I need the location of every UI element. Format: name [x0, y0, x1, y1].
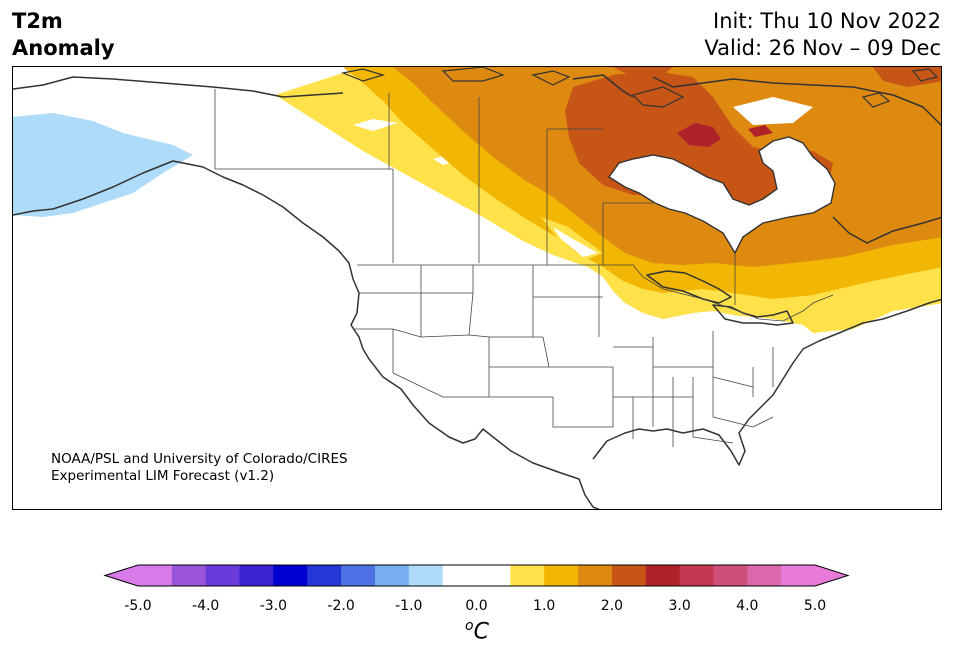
title-line-2: Anomaly [12, 36, 115, 60]
unit-base: C [473, 619, 489, 645]
colorbar-tick-label: -4.0 [192, 598, 220, 614]
coastline [13, 76, 601, 509]
colorbar-segment [611, 565, 647, 586]
credit-line-1: NOAA/PSL and University of Colorado/CIRE… [51, 451, 348, 467]
map-title: T2m Anomaly [12, 8, 115, 62]
island-outline [340, 68, 386, 82]
colorbar-svg [103, 564, 850, 587]
colorbar-segment [307, 565, 342, 586]
coastline [572, 74, 941, 244]
credit-line-2: Experimental LIM Forecast (v1.2) [51, 468, 275, 484]
coastline [592, 298, 941, 466]
colorbar-tick-label: 0.0 [465, 598, 488, 614]
colorbar-segment [510, 565, 545, 586]
colorbar-tick-label: -2.0 [327, 598, 355, 614]
colorbar-segment [171, 565, 207, 586]
anomaly-band-2.5 [748, 125, 773, 137]
anomaly-map [13, 67, 941, 509]
island-outline [531, 70, 571, 86]
colorbar-tick-label: 1.0 [533, 598, 556, 614]
colorbar-tick-label: 2.0 [600, 598, 624, 614]
forecast-dates: Init: Thu 10 Nov 2022 Valid: 26 Nov – 09… [704, 8, 941, 62]
colorbar-segment [645, 565, 681, 586]
colorbar-segment [239, 565, 274, 586]
colorbar-tick-label: 4.0 [736, 598, 759, 614]
colorbar-segment [544, 565, 579, 586]
colorbar-segment [476, 565, 511, 586]
colorbar [0, 560, 953, 590]
colorbar-segment [273, 565, 308, 586]
colorbar-tick-label: -1.0 [395, 598, 423, 614]
colorbar-segment [341, 565, 376, 586]
island-outline [861, 92, 891, 108]
island-outline [911, 68, 939, 82]
unit-superscript: o [465, 618, 474, 634]
anomaly-band-2.0 [613, 67, 673, 77]
colorbar-segment [408, 565, 444, 586]
island-outline [631, 86, 685, 108]
us-canada-border [357, 264, 834, 322]
colorbar-tick-label: -5.0 [124, 598, 152, 614]
anomaly-gap [353, 119, 398, 131]
title-line-1: T2m [12, 9, 63, 33]
state-borders [353, 265, 774, 447]
colorbar-extend-low [105, 565, 138, 586]
colorbar-segment [781, 565, 816, 586]
map-panel: NOAA/PSL and University of Colorado/CIRE… [12, 66, 942, 510]
colorbar-segment [138, 565, 173, 586]
colorbar-segment [578, 565, 613, 586]
valid-date: Valid: 26 Nov – 09 Dec [704, 36, 941, 60]
colorbar-segment [442, 565, 477, 586]
colorbar-segment [374, 565, 410, 586]
colorbar-tick-label: 5.0 [803, 598, 827, 614]
colorbar-extend-high [815, 565, 848, 586]
colorbar-segment [747, 565, 782, 586]
island-outline [441, 67, 505, 82]
anomaly-band-2.0 [873, 67, 941, 87]
colorbar-segment [713, 565, 748, 586]
init-date: Init: Thu 10 Nov 2022 [713, 9, 941, 33]
colorbar-tick-label: -3.0 [259, 598, 288, 614]
colorbar-outline [103, 564, 850, 587]
credit-text: NOAA/PSL and University of Colorado/CIRE… [51, 451, 348, 485]
colorbar-unit: oC [465, 618, 489, 644]
island-gap [733, 97, 813, 125]
colorbar-tick-label: 3.0 [668, 598, 691, 614]
colorbar-segment [205, 565, 241, 586]
colorbar-segment [679, 565, 714, 586]
hudson-bay [607, 136, 836, 255]
anomaly-gap [553, 227, 598, 257]
province-border [215, 93, 736, 305]
anomaly-band-neg-0.5 [13, 113, 193, 217]
anomaly-band-2.5 [677, 123, 721, 147]
